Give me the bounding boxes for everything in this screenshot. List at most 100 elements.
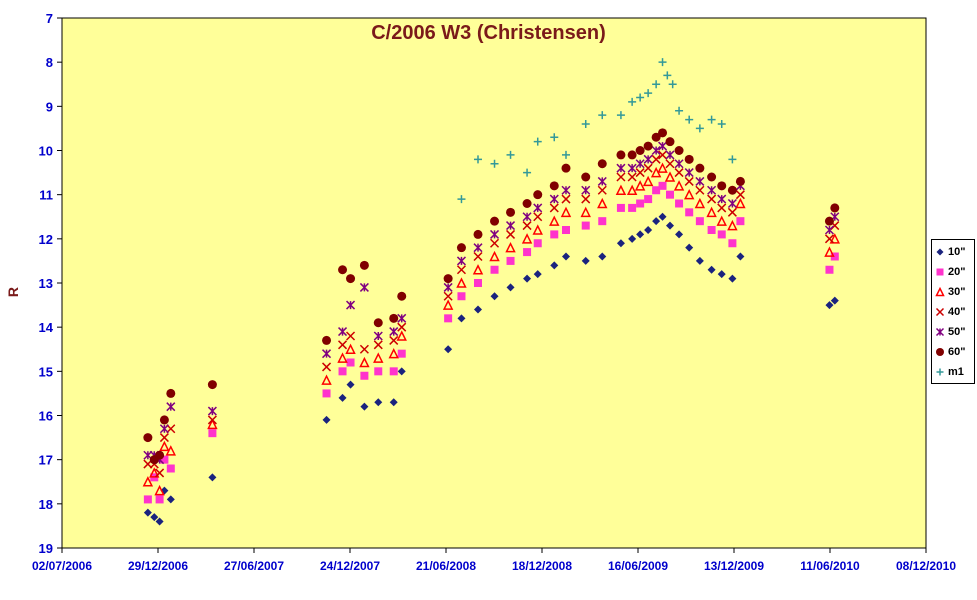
data-point xyxy=(562,252,570,261)
data-point xyxy=(616,239,625,248)
data-point xyxy=(657,162,668,173)
data-point xyxy=(523,168,532,177)
x-tick-label: 16/06/2009 xyxy=(608,559,668,573)
data-point xyxy=(561,194,571,204)
data-point xyxy=(149,467,160,478)
data-point xyxy=(533,212,543,222)
data-point xyxy=(473,251,483,262)
data-point xyxy=(490,265,499,274)
data-point xyxy=(707,172,717,182)
data-point xyxy=(389,367,398,376)
data-point xyxy=(635,168,645,178)
data-point xyxy=(159,440,170,452)
data-point xyxy=(207,380,217,390)
data-point xyxy=(397,313,407,323)
legend-label: 50" xyxy=(948,326,966,338)
legend-marker-icon xyxy=(935,307,945,317)
data-point xyxy=(533,239,542,248)
data-point xyxy=(663,71,672,80)
data-point xyxy=(824,225,834,235)
data-point xyxy=(389,313,399,323)
data-point xyxy=(615,184,627,195)
data-point xyxy=(359,260,369,270)
data-point xyxy=(673,180,685,191)
data-point xyxy=(727,207,737,217)
data-point xyxy=(166,424,176,434)
data-point xyxy=(658,150,668,160)
data-point xyxy=(207,415,217,425)
series-m1 xyxy=(457,58,737,204)
data-point xyxy=(666,190,674,199)
data-point xyxy=(717,120,726,128)
data-point xyxy=(388,347,399,359)
data-point xyxy=(666,221,674,230)
data-point xyxy=(165,445,177,456)
data-point xyxy=(735,197,746,209)
x-tick-label: 18/12/2008 xyxy=(512,559,572,573)
data-point xyxy=(397,367,406,376)
data-point xyxy=(345,343,356,354)
y-tick-label: 10 xyxy=(39,144,53,159)
data-point xyxy=(685,243,694,252)
data-point xyxy=(346,358,355,367)
data-point xyxy=(505,241,516,253)
data-point xyxy=(674,146,684,155)
series-30 xyxy=(142,162,841,496)
data-point xyxy=(644,195,653,204)
data-point xyxy=(337,352,348,363)
data-point xyxy=(397,322,407,332)
data-points xyxy=(142,58,841,526)
data-point xyxy=(636,230,645,239)
data-point xyxy=(166,388,176,398)
data-point xyxy=(166,464,175,473)
data-point xyxy=(506,221,516,231)
y-tick-label: 8 xyxy=(46,55,53,70)
data-point xyxy=(642,175,654,187)
data-point xyxy=(489,250,500,262)
data-point xyxy=(830,252,839,261)
data-point xyxy=(561,163,571,173)
data-point xyxy=(830,203,840,213)
data-point xyxy=(208,429,217,438)
data-point xyxy=(694,197,706,209)
data-point xyxy=(707,226,716,234)
data-point xyxy=(442,299,454,310)
data-point xyxy=(824,234,834,244)
data-point xyxy=(736,252,745,261)
data-point xyxy=(674,168,684,178)
data-point xyxy=(155,450,165,460)
data-point xyxy=(346,300,356,310)
data-point xyxy=(338,327,348,337)
data-point xyxy=(598,217,607,226)
data-point xyxy=(322,362,332,372)
data-point xyxy=(627,163,637,173)
series-40 xyxy=(143,150,840,478)
data-point xyxy=(728,155,737,164)
data-point xyxy=(665,137,675,147)
data-point xyxy=(735,190,745,200)
y-tick-label: 16 xyxy=(39,409,53,424)
series-10 xyxy=(143,212,839,526)
data-point xyxy=(359,344,369,354)
data-point xyxy=(664,171,676,182)
data-point xyxy=(707,265,716,274)
data-point xyxy=(549,194,559,204)
data-point xyxy=(685,208,694,217)
x-tick-label: 24/12/2007 xyxy=(320,559,380,573)
data-point xyxy=(674,159,684,169)
legend-item: m1 xyxy=(935,362,974,382)
legend-marker-icon xyxy=(936,368,944,376)
data-point xyxy=(166,495,175,504)
y-tick-label: 14 xyxy=(39,320,54,335)
data-point xyxy=(166,402,176,412)
legend: 10" 20" 30" 40" 50" 60" m1 xyxy=(931,239,975,384)
y-tick-label: 11 xyxy=(39,188,53,203)
series-50 xyxy=(143,141,840,465)
data-point xyxy=(523,248,532,257)
legend-marker-icon xyxy=(935,287,945,297)
data-point xyxy=(160,455,169,464)
data-point xyxy=(457,195,466,204)
data-point xyxy=(658,181,667,190)
data-point xyxy=(474,305,482,314)
data-point xyxy=(533,190,543,200)
